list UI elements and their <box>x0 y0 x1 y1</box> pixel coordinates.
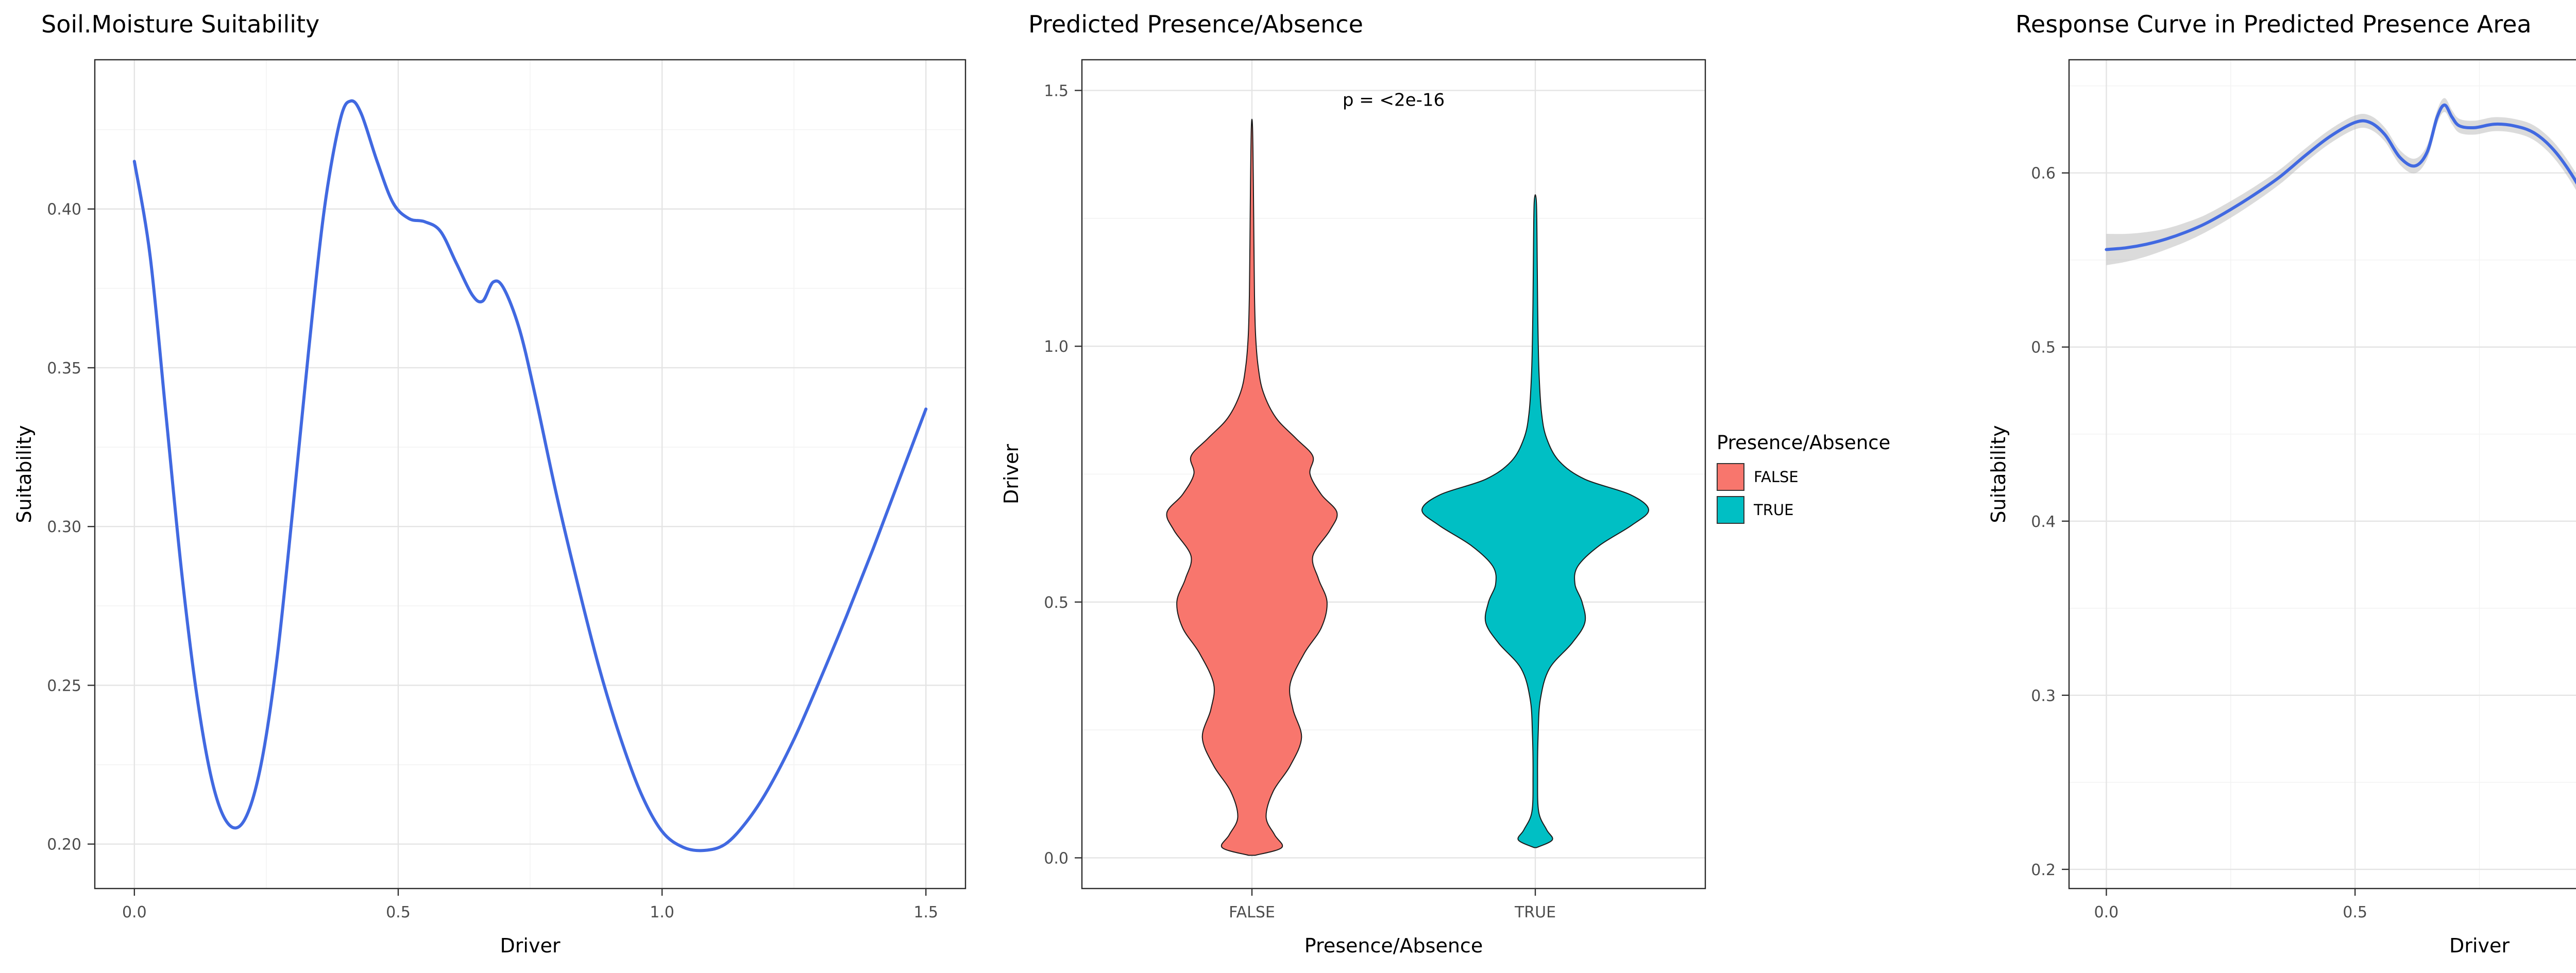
chart-title-presence-absence: Predicted Presence/Absence <box>1028 10 1363 38</box>
response-curve-line-chart: 0.00.51.01.50.20.30.40.50.6DriverSuitabi… <box>1981 41 2576 966</box>
svg-text:0.5: 0.5 <box>2343 903 2367 921</box>
svg-text:0.30: 0.30 <box>47 518 81 536</box>
svg-text:Driver: Driver <box>500 934 561 957</box>
legend-swatch-false <box>1717 463 1744 491</box>
legend-entry-true: TRUE <box>1717 496 1890 524</box>
svg-text:0.0: 0.0 <box>1044 849 1069 867</box>
svg-text:Driver: Driver <box>1000 444 1023 504</box>
chart-title-response-curve: Response Curve in Predicted Presence Are… <box>2015 10 2532 38</box>
svg-text:0.5: 0.5 <box>386 903 411 921</box>
legend-label-true: TRUE <box>1754 501 1794 519</box>
svg-text:Suitability: Suitability <box>13 425 36 523</box>
svg-text:0.4: 0.4 <box>2031 513 2056 531</box>
svg-text:Driver: Driver <box>2449 934 2510 957</box>
svg-text:Suitability: Suitability <box>1987 425 2010 523</box>
svg-text:0.5: 0.5 <box>2031 339 2056 357</box>
svg-text:0.2: 0.2 <box>2031 861 2056 879</box>
svg-text:0.25: 0.25 <box>47 677 81 695</box>
svg-text:0.20: 0.20 <box>47 836 81 854</box>
svg-text:1.5: 1.5 <box>913 903 938 921</box>
panel-response-curve: Response Curve in Predicted Presence Are… <box>1981 5 2576 968</box>
legend-swatch-true <box>1717 496 1744 524</box>
svg-text:Presence/Absence: Presence/Absence <box>1304 934 1483 957</box>
svg-text:p = <2e-16: p = <2e-16 <box>1343 90 1445 110</box>
svg-text:1.0: 1.0 <box>1044 338 1069 356</box>
legend-label-false: FALSE <box>1754 468 1799 486</box>
chart-title-soil-moisture: Soil.Moisture Suitability <box>41 10 320 38</box>
svg-text:TRUE: TRUE <box>1514 903 1556 921</box>
presence-absence-legend: Presence/Absence FALSE TRUE <box>1717 432 1890 529</box>
svg-text:0.5: 0.5 <box>1044 594 1069 612</box>
svg-text:1.5: 1.5 <box>1044 82 1069 100</box>
panel-predicted-presence-absence: Predicted Presence/Absence p = <2e-16 FAL… <box>994 5 1973 968</box>
svg-text:FALSE: FALSE <box>1229 903 1275 921</box>
presence-absence-violin-chart: p = <2e-16 FALSE TRUE 0.0 0.5 1.0 1.5 Presence/… <box>994 41 1973 966</box>
svg-text:1.0: 1.0 <box>650 903 674 921</box>
svg-text:0.3: 0.3 <box>2031 687 2056 705</box>
legend-title: Presence/Absence <box>1717 432 1891 454</box>
legend-entry-false: FALSE <box>1717 463 1890 491</box>
soil-moisture-line-chart: 0.0 0.5 1.0 1.5 0.20 0.25 0.30 0.35 0.40 Driver Su… <box>7 41 986 966</box>
svg-text:0.6: 0.6 <box>2031 165 2056 183</box>
svg-text:0.0: 0.0 <box>122 903 147 921</box>
svg-text:0.40: 0.40 <box>47 201 81 219</box>
svg-text:0.0: 0.0 <box>2094 903 2119 921</box>
svg-text:0.35: 0.35 <box>47 360 81 378</box>
panel-soil-moisture-suitability: Soil.Moisture Suitability 0.0 0.5 1.0 1.5 0.… <box>7 5 986 968</box>
